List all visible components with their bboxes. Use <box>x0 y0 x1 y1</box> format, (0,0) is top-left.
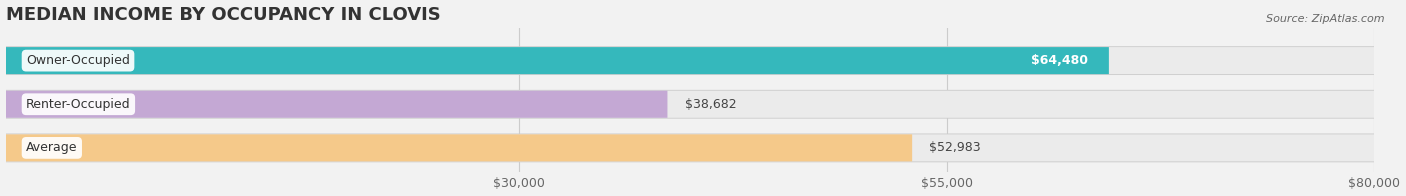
FancyBboxPatch shape <box>6 47 1109 74</box>
FancyBboxPatch shape <box>6 90 1375 119</box>
Text: $64,480: $64,480 <box>1032 54 1088 67</box>
FancyBboxPatch shape <box>6 133 1375 162</box>
FancyBboxPatch shape <box>6 47 1375 74</box>
Text: Source: ZipAtlas.com: Source: ZipAtlas.com <box>1267 14 1385 24</box>
FancyBboxPatch shape <box>6 134 912 162</box>
Text: Renter-Occupied: Renter-Occupied <box>27 98 131 111</box>
Text: MEDIAN INCOME BY OCCUPANCY IN CLOVIS: MEDIAN INCOME BY OCCUPANCY IN CLOVIS <box>6 5 440 24</box>
FancyBboxPatch shape <box>6 91 1375 118</box>
Text: Owner-Occupied: Owner-Occupied <box>27 54 129 67</box>
Text: $38,682: $38,682 <box>685 98 737 111</box>
Text: $52,983: $52,983 <box>929 141 981 154</box>
FancyBboxPatch shape <box>6 46 1375 75</box>
Text: Average: Average <box>27 141 77 154</box>
FancyBboxPatch shape <box>6 134 1375 162</box>
FancyBboxPatch shape <box>6 91 668 118</box>
